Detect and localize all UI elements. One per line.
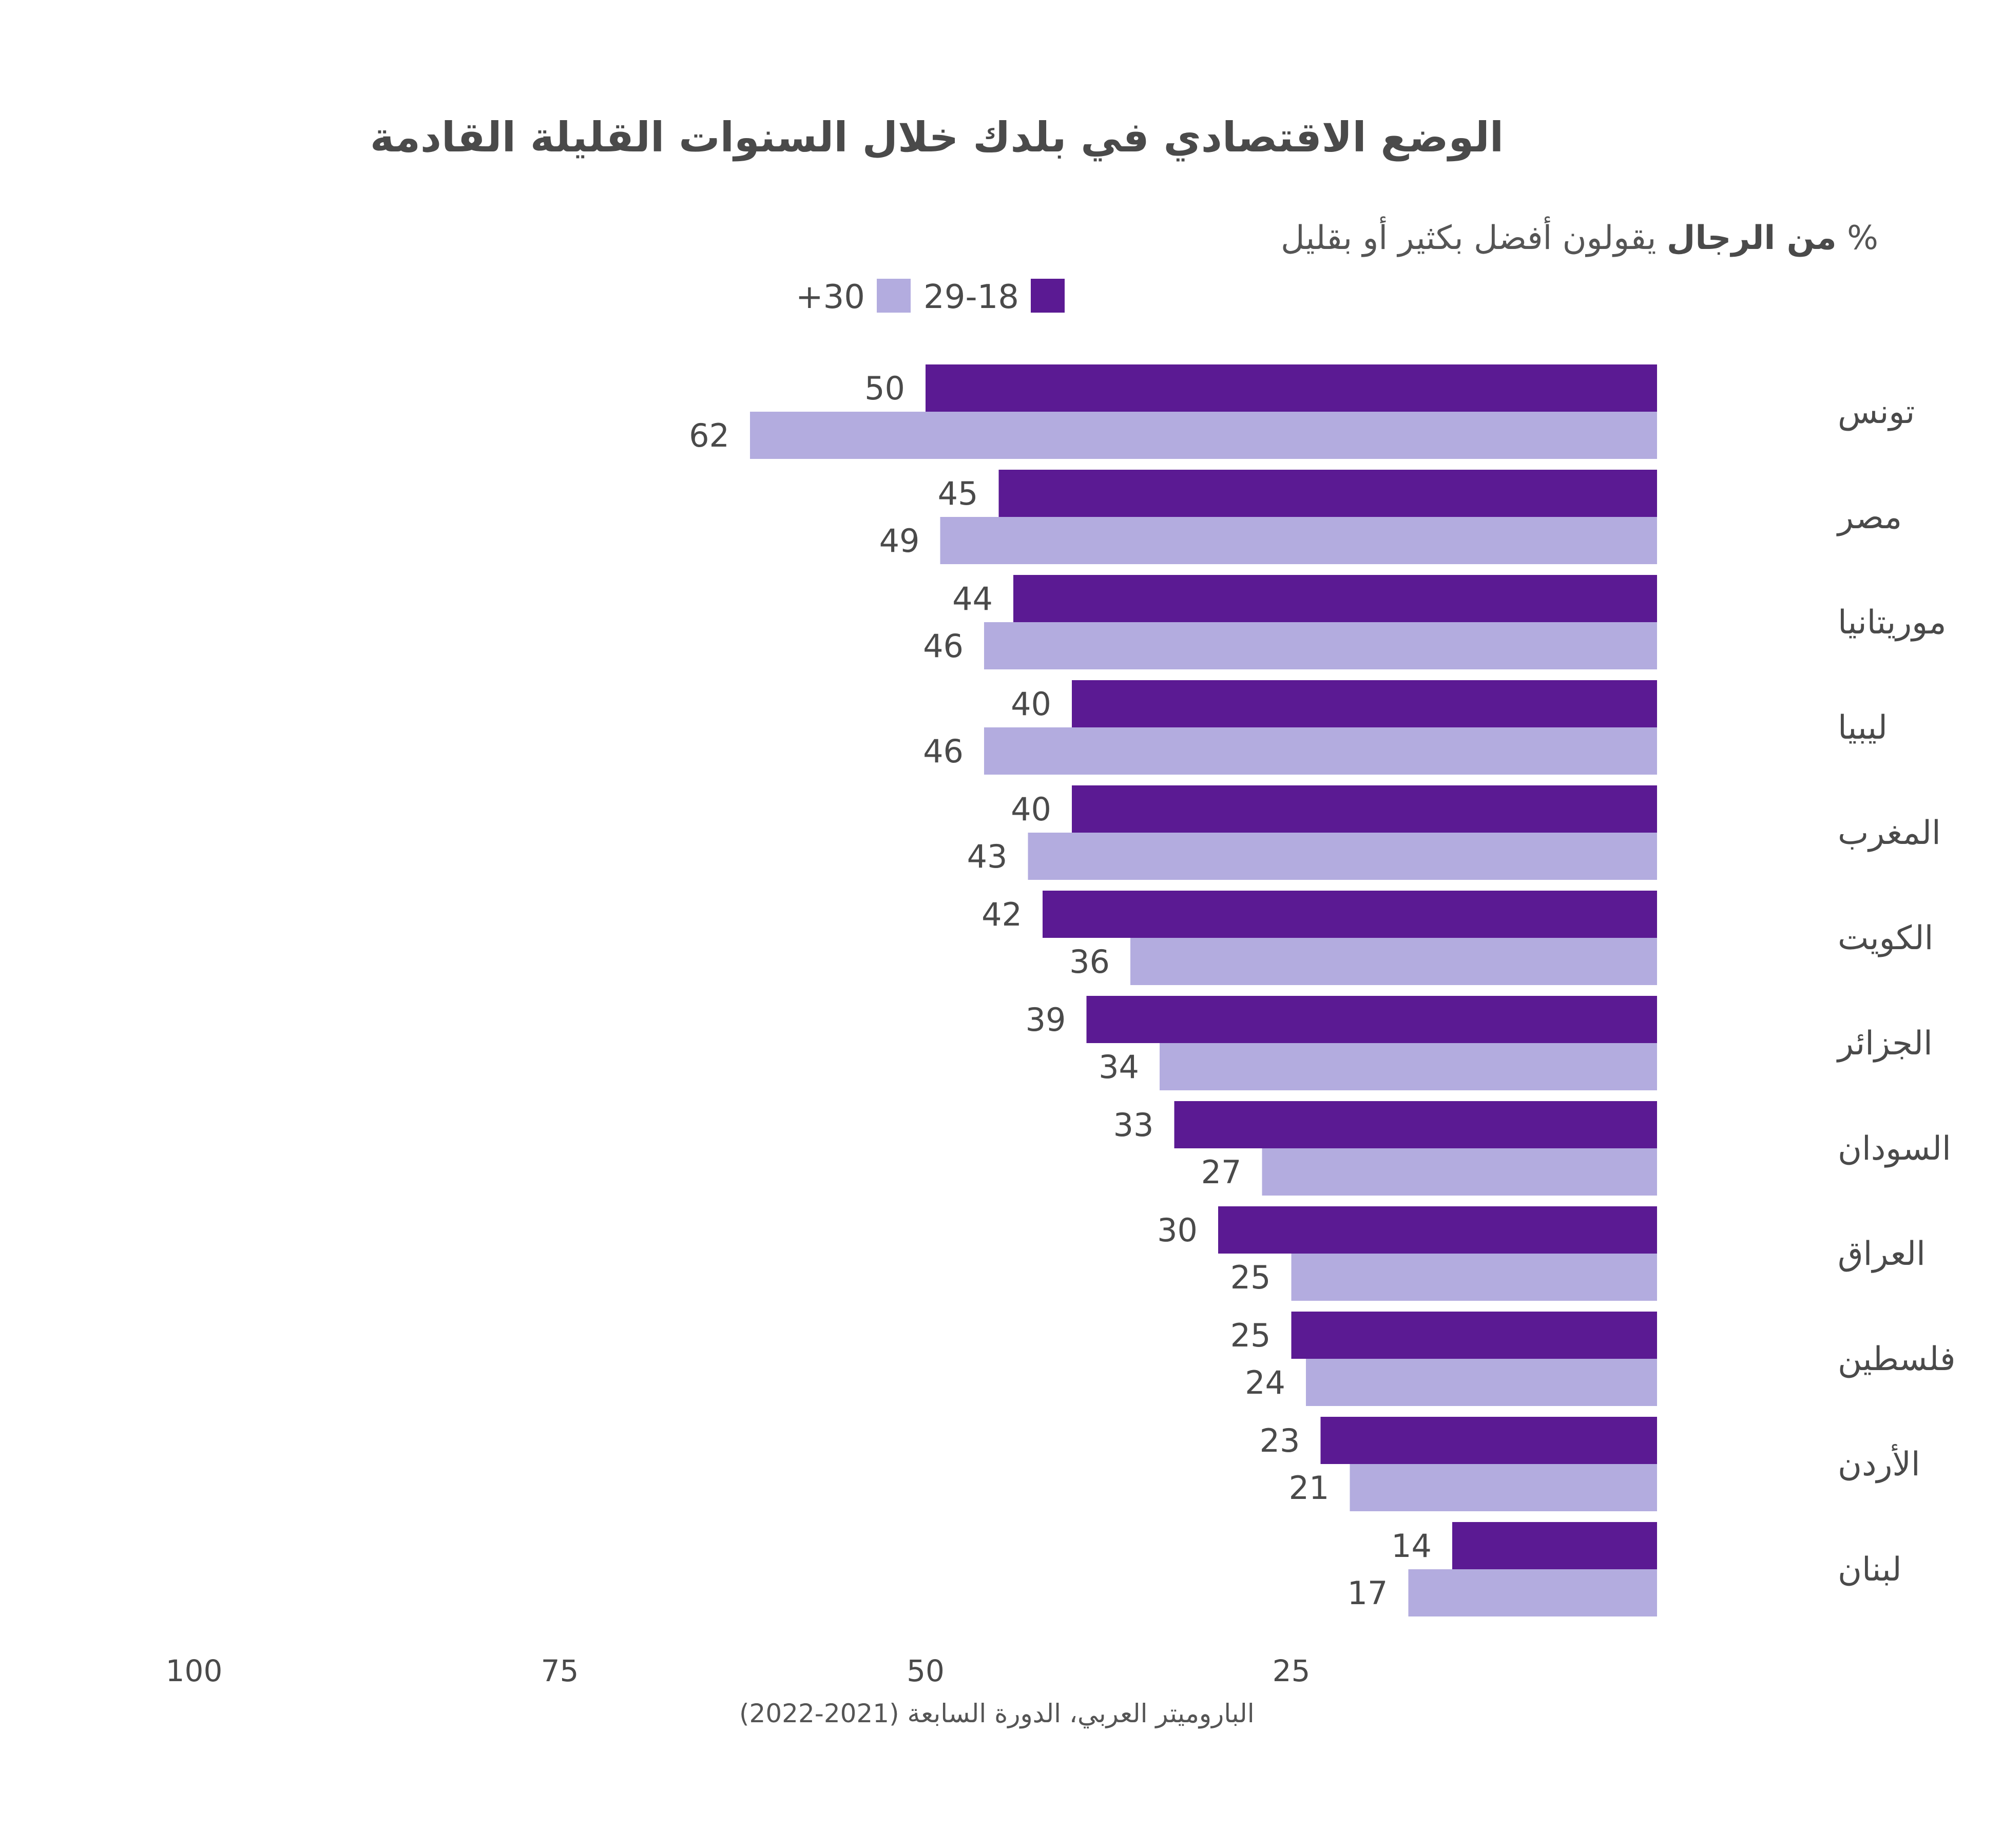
bar-value-label: 34 [1099, 1048, 1139, 1086]
bar-value-label: 40 [1011, 791, 1051, 828]
bar-age-18-29 [1320, 1417, 1657, 1464]
x-tick-label: 25 [1273, 1653, 1311, 1688]
bar-value-label: 21 [1289, 1469, 1330, 1507]
bar-value-label: 27 [1201, 1153, 1242, 1191]
bar-value-label: 36 [1069, 943, 1110, 980]
bar-value-label: 40 [1011, 685, 1051, 723]
category-label: مصر [1836, 498, 1902, 536]
bar-age-30-plus [1262, 1148, 1657, 1196]
chart-subtitle: % من الرجال يقولون أفضل بكثير أو بقليل [1281, 216, 1878, 257]
bar-value-label: 14 [1391, 1527, 1432, 1565]
bar-value-label: 62 [689, 417, 729, 454]
subtitle-rest: يقولون أفضل بكثير أو بقليل [1281, 216, 1656, 257]
bar-age-30-plus [1291, 1254, 1657, 1301]
bar-value-label: 25 [1230, 1317, 1271, 1354]
bar-age-18-29 [1291, 1312, 1657, 1359]
bars-group [750, 364, 1657, 1616]
bar-age-18-29 [1086, 996, 1657, 1043]
bar-value-label: 23 [1260, 1422, 1300, 1459]
bar-value-label: 25 [1230, 1259, 1271, 1296]
bar-age-18-29 [1174, 1101, 1657, 1148]
bar-value-label: 24 [1245, 1364, 1285, 1401]
x-tick-label: 50 [907, 1653, 945, 1688]
bar-age-18-29 [1043, 891, 1657, 938]
bar-age-30-plus [1130, 938, 1657, 985]
bar-value-label: 44 [952, 580, 993, 618]
chart-title: الوضع الاقتصادي في بلدك خلال السنوات الق… [370, 113, 1504, 162]
bar-value-label: 50 [864, 370, 905, 407]
bar-age-18-29 [1072, 680, 1657, 727]
legend-swatch-age-18-29 [1031, 279, 1065, 313]
bar-age-30-plus [940, 517, 1657, 564]
bar-value-label: 33 [1113, 1106, 1154, 1144]
bar-age-30-plus [984, 622, 1657, 669]
bar-age-30-plus [1408, 1569, 1657, 1616]
bar-value-label: 17 [1348, 1574, 1388, 1612]
bar-value-label: 39 [1026, 1001, 1066, 1038]
bar-value-label: 46 [923, 733, 964, 770]
bar-age-30-plus [1306, 1359, 1657, 1406]
category-label: الأردن [1838, 1443, 1920, 1484]
bar-age-18-29 [1452, 1522, 1657, 1569]
bar-value-label: 42 [981, 896, 1022, 933]
category-label: ليبيا [1838, 709, 1888, 747]
category-label: الجزائر [1836, 1025, 1933, 1063]
category-label: الكويت [1838, 919, 1933, 957]
bar-value-label: 45 [938, 475, 978, 512]
bar-value-label: 46 [923, 627, 964, 665]
category-label: تونس [1838, 393, 1915, 431]
bar-age-30-plus [984, 727, 1657, 775]
category-label: المغرب [1838, 814, 1941, 852]
category-label: فلسطين [1838, 1340, 1955, 1378]
subtitle-bold: من الرجال [1667, 219, 1837, 257]
value-labels-group: 5062454944464046404342363934332730252524… [689, 370, 1432, 1612]
category-label: موريتانيا [1838, 604, 1947, 642]
axis-ticks-group: 100 75 50 25 [166, 1653, 1311, 1688]
legend-label-age-18-29: 29-18 [923, 278, 1019, 316]
bar-age-18-29 [998, 470, 1657, 517]
bar-age-30-plus [1028, 833, 1657, 880]
bar-age-18-29 [1072, 785, 1657, 833]
category-label: السودان [1838, 1130, 1951, 1168]
category-label: لبنان [1838, 1551, 1902, 1589]
legend-label-age-30-plus: +30 [796, 278, 865, 316]
bar-age-18-29 [1013, 575, 1657, 622]
category-label: العراق [1838, 1235, 1926, 1273]
legend-swatch-age-30-plus [877, 279, 911, 313]
bar-age-18-29 [1218, 1206, 1657, 1254]
bar-age-18-29 [926, 364, 1657, 412]
bar-value-label: 30 [1157, 1211, 1198, 1249]
source-note: الباروميتر العربي، الدورة السابعة (2021-… [739, 1699, 1255, 1729]
bar-value-label: 49 [879, 522, 920, 560]
legend: 29-18 +30 [796, 278, 1065, 316]
bar-value-label: 43 [967, 838, 1008, 875]
bar-age-30-plus [1160, 1043, 1657, 1090]
category-labels-group: تونس مصر موريتانيا ليبيا المغرب الكويت الجزائر… [1836, 393, 1955, 1589]
subtitle-prefix: % [1847, 219, 1878, 257]
x-tick-label: 100 [166, 1653, 223, 1688]
bar-age-30-plus [1350, 1464, 1657, 1511]
x-tick-label: 75 [541, 1653, 579, 1688]
bar-age-30-plus [750, 412, 1657, 459]
